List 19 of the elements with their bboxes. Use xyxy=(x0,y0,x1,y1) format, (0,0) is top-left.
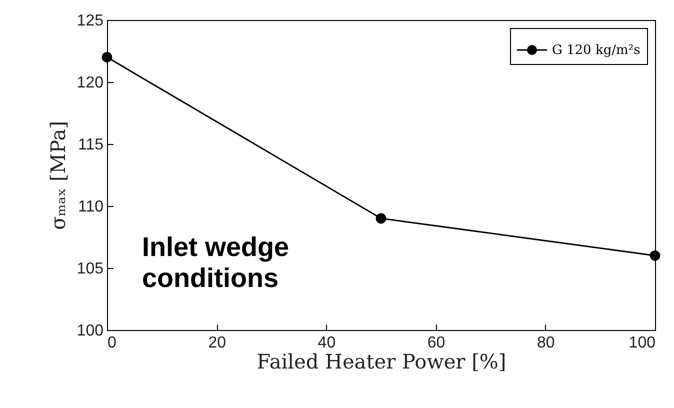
x-tick-label: 40 xyxy=(318,334,336,352)
x-tick-label: 100 xyxy=(628,334,656,352)
y-tick-label: 120 xyxy=(76,74,104,92)
annotation: Inlet wedge conditions xyxy=(142,232,290,293)
x-tick-label: 80 xyxy=(537,334,555,352)
y-tick-label: 115 xyxy=(78,136,104,154)
x-tick-label: 0 xyxy=(108,334,116,352)
x-tick-label: 20 xyxy=(208,334,226,352)
x-tick-label: 60 xyxy=(427,334,446,352)
point xyxy=(102,52,112,62)
y-tick-label: 100 xyxy=(76,322,104,340)
legend-label: G 120 kg/m²s xyxy=(552,43,640,58)
y-axis-title: σₘₐₓ [MPa] xyxy=(46,120,70,230)
x-axis-title: Failed Heater Power [%] xyxy=(256,350,506,374)
y-tick-label: 105 xyxy=(76,260,104,278)
y-tick-label: 110 xyxy=(78,198,104,216)
point xyxy=(650,250,660,261)
y-tick-label: 125 xyxy=(76,12,104,30)
point xyxy=(376,213,386,224)
